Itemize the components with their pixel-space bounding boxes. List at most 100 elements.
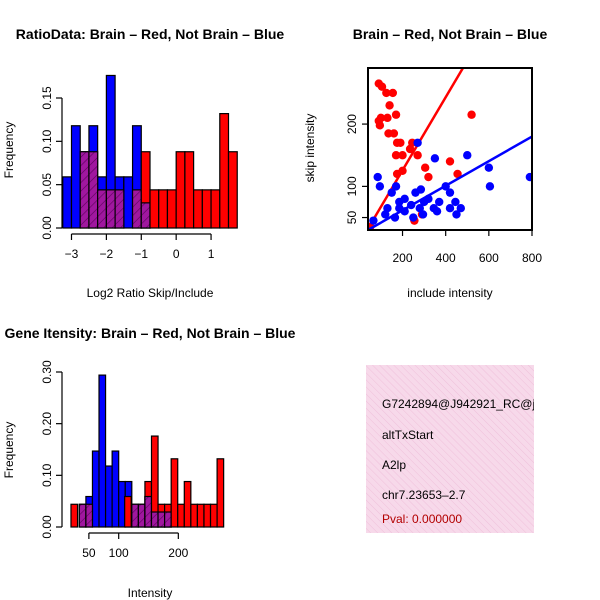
bar-brain-15 — [219, 112, 230, 229]
bar-brain-11 — [177, 503, 185, 528]
y-tick-label-3: 0.15 — [40, 86, 54, 110]
point-brain-3 — [385, 101, 394, 110]
point-brain-15 — [398, 151, 407, 160]
point-brain-22 — [424, 172, 433, 182]
intensity-histogram-panel: Gene Itensity: Brain – Red, Not Brain – … — [2, 325, 296, 600]
x-tick-label-0: 50 — [82, 546, 96, 560]
point-notbrain-2 — [387, 188, 396, 197]
scatter-inner — [368, 68, 532, 230]
ratio-hist-xlabel: Log2 Ratio Skip/Include — [87, 286, 214, 300]
bar-brain-14 — [210, 189, 221, 229]
bar-brain-3 — [124, 495, 132, 528]
y-tick-label-3: 0.30 — [40, 360, 54, 384]
bar-overlap-9 — [164, 511, 172, 528]
scatter-y-tick-label-1: 100 — [345, 176, 359, 196]
point-notbrain-8 — [413, 138, 422, 147]
bar-overlap-5 — [131, 189, 142, 229]
point-notbrain-1 — [375, 182, 385, 191]
info-pval: Pval: 0.000000 — [382, 512, 462, 526]
scatter-ylabel: skip intensity — [303, 114, 317, 183]
point-notbrain-27 — [409, 213, 418, 222]
scatter-y-tick-label-0: 50 — [345, 211, 359, 225]
point-brain-8 — [383, 113, 392, 123]
scatter-y-tick-label-2: 200 — [345, 114, 359, 134]
bar-brain-16 — [209, 503, 218, 528]
point-notbrain-23 — [525, 172, 532, 182]
bar-overlap-6 — [140, 202, 151, 229]
scatter-xlabel: include intensity — [407, 286, 492, 300]
x-tick-label-0: −3 — [65, 247, 79, 261]
scatter-x-tick-label-3: 800 — [522, 251, 542, 265]
y-tick-label-1: 0.10 — [40, 463, 54, 487]
bar-overlap-7 — [150, 511, 159, 528]
info-box — [366, 365, 534, 533]
scatter-panel: Brain – Red, Not Brain – Blue 200 400 600 8… — [303, 26, 547, 300]
x-tick-label-4: 1 — [208, 247, 215, 261]
bar-brain-11 — [184, 151, 195, 229]
point-notbrain-33 — [415, 203, 424, 213]
intensity-hist-bars — [70, 374, 225, 528]
bar-notbrain-3 — [98, 374, 107, 528]
scatter-x-tick-label-1: 400 — [436, 251, 456, 265]
scatter-title: Brain – Red, Not Brain – Blue — [353, 26, 548, 42]
point-notbrain-20 — [463, 151, 472, 160]
point-notbrain-16 — [445, 188, 455, 197]
bar-overlap-1 — [78, 503, 87, 528]
bar-brain-0 — [70, 503, 79, 528]
bar-notbrain-7 — [123, 176, 134, 229]
point-notbrain-13 — [435, 197, 444, 207]
y-tick-label-0: 0.00 — [40, 515, 54, 539]
intensity-hist-axes: 50 100 200 0.00 0.10 0.20 0.30 — [40, 360, 189, 560]
point-brain-14 — [391, 151, 401, 160]
bar-notbrain-4 — [104, 465, 113, 528]
point-brain-1 — [377, 82, 387, 91]
ratio-hist-ylabel: Frequency — [2, 122, 16, 179]
point-notbrain-34 — [369, 216, 378, 225]
point-notbrain-29 — [432, 207, 442, 216]
info-gene-id: G7242894@J942921_RC@j_at — [382, 397, 552, 411]
scatter-plot-area: 200 400 600 800 50 100 200 — [345, 67, 542, 265]
point-notbrain-22 — [485, 182, 495, 191]
bar-overlap-3 — [105, 189, 116, 229]
point-brain-6 — [376, 113, 386, 123]
bar-brain-14 — [196, 503, 205, 528]
bar-brain-13 — [190, 503, 199, 528]
point-brain-24 — [453, 169, 462, 179]
point-brain-21 — [420, 163, 430, 172]
point-notbrain-5 — [400, 194, 409, 204]
x-tick-label-2: −1 — [134, 247, 148, 261]
bar-overlap-6 — [144, 495, 153, 528]
bar-notbrain-2 — [91, 450, 100, 528]
bar-overlap-5 — [137, 503, 146, 528]
bar-brain-17 — [216, 458, 225, 528]
bar-notbrain-0 — [62, 176, 73, 229]
point-notbrain-19 — [445, 203, 455, 213]
fit-line-notbrain — [368, 135, 532, 230]
intensity-hist-title: Gene Itensity: Brain – Red, Not Brain – … — [5, 325, 296, 341]
point-brain-9 — [391, 110, 401, 119]
point-notbrain-3 — [391, 182, 401, 191]
bar-brain-12 — [183, 480, 192, 528]
point-brain-2 — [382, 88, 391, 98]
intensity-hist-xlabel: Intensity — [128, 586, 173, 600]
x-tick-label-1: −2 — [100, 247, 114, 261]
info-event-type: altTxStart — [382, 428, 434, 442]
bar-overlap-2 — [97, 189, 107, 229]
ratio-hist-axes: −3 −2 −1 0 1 0.00 0.05 0.10 0.15 — [40, 86, 215, 261]
info-gene-symbol: A2lp — [382, 458, 406, 472]
point-brain-25 — [467, 110, 476, 119]
point-notbrain-28 — [418, 210, 428, 219]
point-brain-20 — [413, 151, 422, 160]
bar-brain-8 — [158, 189, 169, 229]
bar-brain-7 — [149, 189, 160, 229]
x-tick-label-3: 0 — [173, 247, 180, 261]
bar-brain-10 — [170, 458, 179, 528]
point-notbrain-0 — [373, 172, 382, 182]
bar-brain-9 — [166, 189, 177, 229]
scatter-x-tick-label-0: 200 — [393, 251, 413, 265]
point-notbrain-21 — [484, 163, 494, 172]
info-location: chr7.23653–2.7 — [382, 488, 466, 502]
point-brain-11 — [389, 129, 399, 138]
bar-overlap-2 — [85, 503, 94, 528]
